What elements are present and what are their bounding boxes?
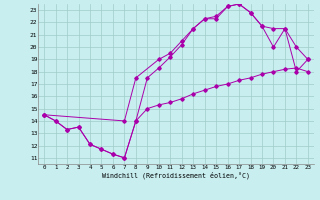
X-axis label: Windchill (Refroidissement éolien,°C): Windchill (Refroidissement éolien,°C)	[102, 172, 250, 179]
